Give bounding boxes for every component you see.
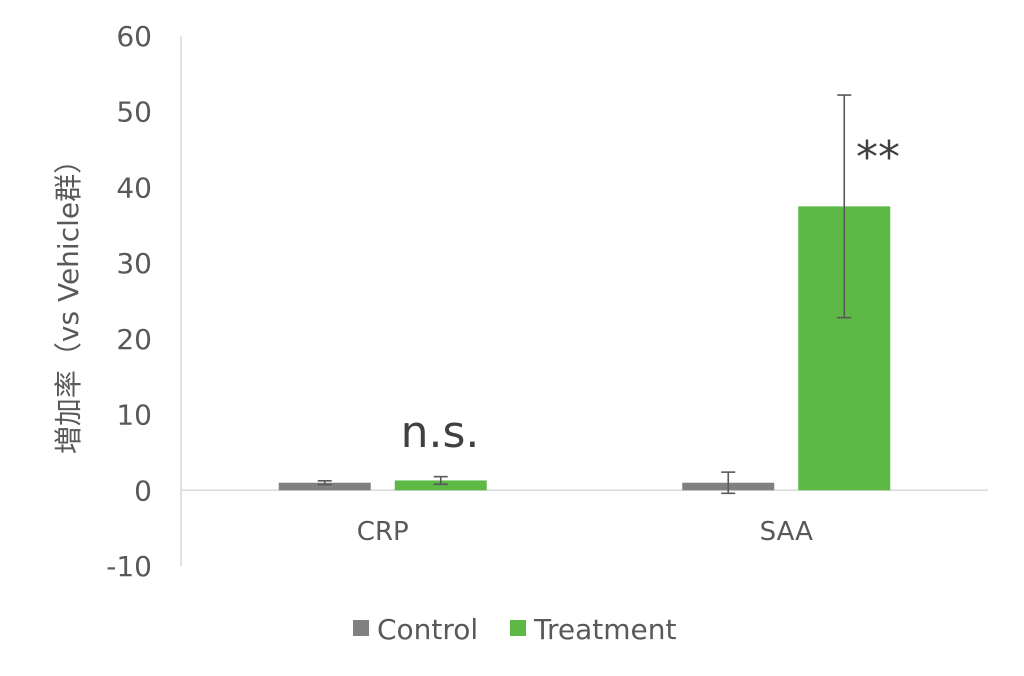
error-bar (721, 471, 736, 495)
category-label: CRP (357, 517, 409, 547)
error-bar (837, 94, 852, 319)
y-tick-label: 60 (116, 20, 152, 53)
bar-treatment-crp (394, 480, 487, 491)
y-tick-label: 50 (116, 96, 152, 129)
category-label: SAA (760, 517, 813, 547)
bar-control-crp (278, 482, 371, 491)
error-bars-group (317, 94, 852, 495)
y-tick-label: 20 (116, 323, 152, 356)
y-tick-label: 10 (116, 399, 152, 432)
y-tick-labels: 60 50 40 30 20 10 0 -10 (106, 20, 152, 583)
legend-swatch-treatment (510, 620, 526, 636)
legend-label-control: Control (377, 613, 478, 646)
y-tick-label: -10 (106, 550, 152, 583)
bars-group (278, 206, 891, 491)
legend-swatch-control (353, 620, 369, 636)
error-bar (433, 475, 448, 486)
category-labels: CRP SAA (357, 517, 813, 547)
legend: Control Treatment (353, 613, 676, 646)
error-bar (317, 480, 332, 486)
annotation-ns: n.s. (401, 407, 480, 458)
y-axis-label: 増加率（vs Vehicle群） (52, 146, 85, 454)
legend-label-treatment: Treatment (533, 613, 676, 646)
annotation-significance: ** (856, 132, 900, 183)
y-tick-label: 40 (116, 171, 152, 204)
y-tick-label: 30 (116, 247, 152, 280)
y-tick-label: 0 (134, 474, 152, 507)
